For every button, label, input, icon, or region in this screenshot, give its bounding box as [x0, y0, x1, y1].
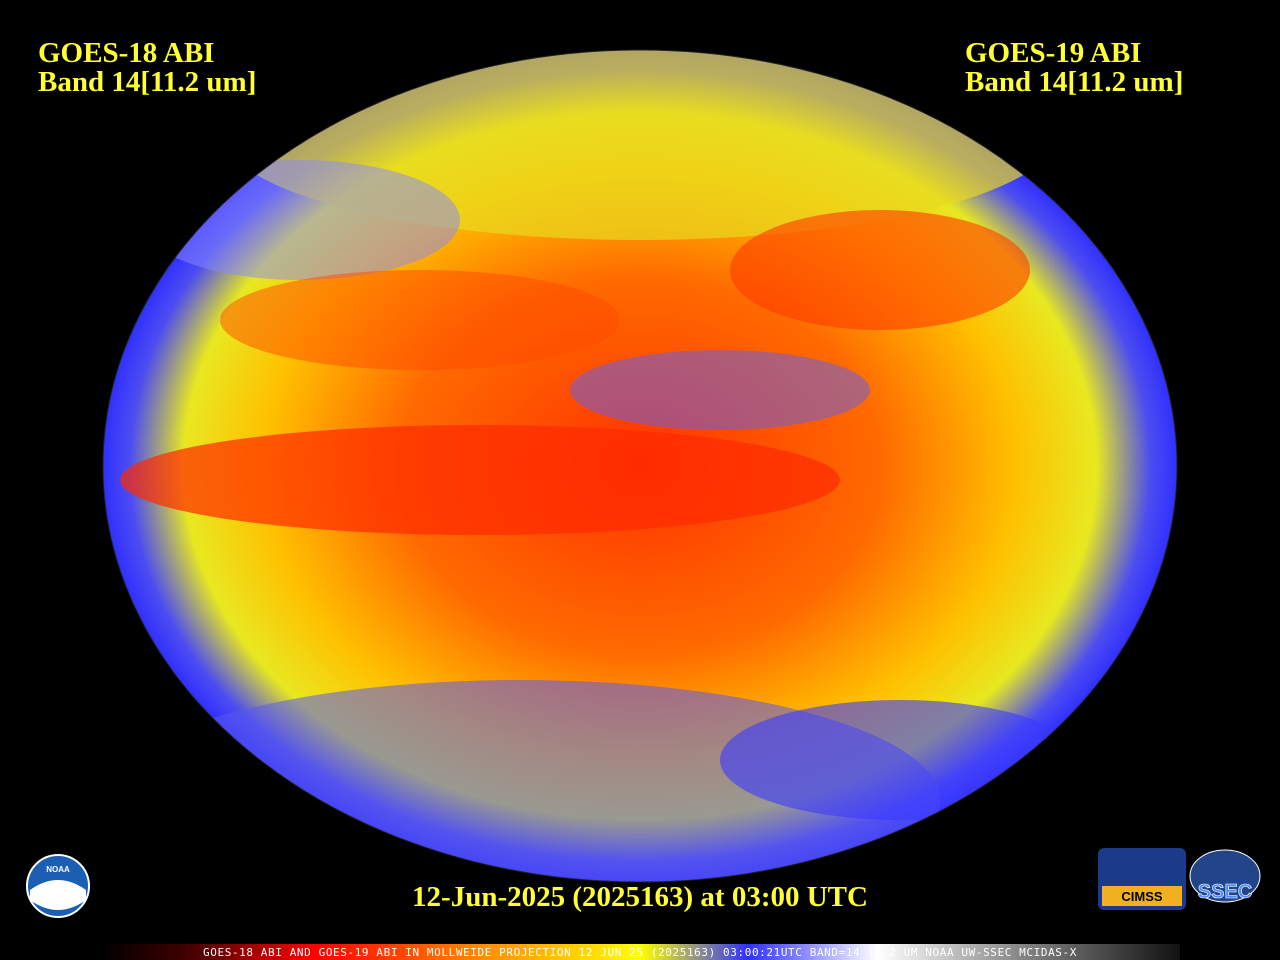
cimss-label: CIMSS: [1121, 889, 1163, 904]
globe-image: [103, 50, 1177, 882]
color-bar: [100, 944, 1180, 960]
color-bar-caption: GOES-18 ABI AND GOES-19 ABI IN MOLLWEIDE…: [203, 946, 1077, 959]
right-title: GOES-19 ABI: [965, 37, 1141, 69]
left-band: Band 14[11.2 um]: [38, 66, 256, 98]
left-title: GOES-18 ABI: [38, 37, 214, 69]
cimss-logo: CIMSS: [1098, 848, 1186, 910]
ssec-logo: SSEC: [1189, 849, 1261, 903]
right-band: Band 14[11.2 um]: [965, 66, 1183, 98]
timestamp: 12-Jun-2025 (2025163) at 03:00 UTC: [412, 881, 868, 913]
noaa-label: NOAA: [46, 865, 70, 874]
ssec-label: SSEC: [1198, 881, 1252, 903]
noaa-logo: NOAA: [26, 854, 90, 918]
globe-outline: [102, 49, 1178, 883]
